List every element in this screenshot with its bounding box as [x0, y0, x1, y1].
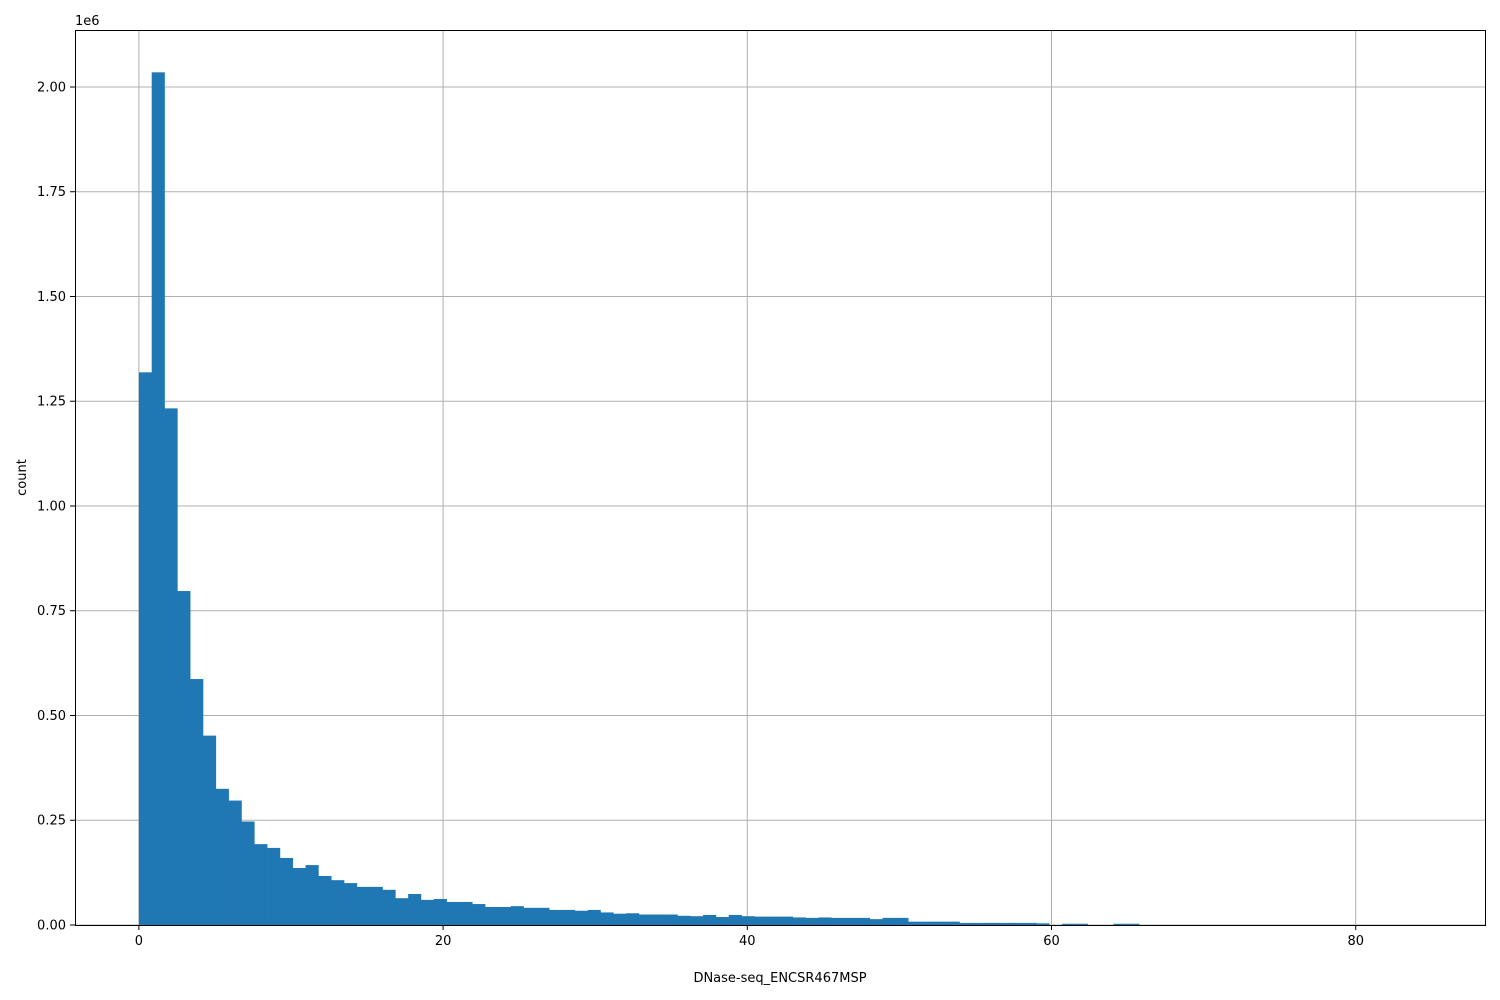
x-axis-label: DNase-seq_ENCSR467MSP [693, 971, 866, 986]
histogram-bar [908, 921, 922, 925]
y-axis-ticks: 0.00 0.25 0.50 0.75 1.00 1.25 1.50 1.75 2.00 [37, 80, 75, 934]
y-tick-label: 2.00 [37, 80, 66, 95]
histogram-bar [369, 886, 383, 925]
histogram-bar [497, 906, 512, 925]
histogram-bar [767, 916, 781, 925]
histogram-bar [997, 922, 1012, 925]
histogram-bar [1062, 923, 1076, 925]
histogram-bar [844, 917, 858, 925]
histogram-bar [420, 899, 435, 925]
histogram-bar [754, 916, 768, 925]
histogram-bar [805, 917, 819, 925]
histogram-bar [1023, 922, 1037, 925]
histogram-bar [138, 372, 153, 926]
histogram-bar [869, 919, 883, 925]
histogram-bar [395, 898, 409, 925]
histogram-bar [433, 899, 447, 925]
histogram-bar [459, 901, 473, 925]
histogram-bar [254, 844, 268, 925]
histogram-bar [818, 917, 832, 925]
histogram-bar [882, 917, 896, 925]
histogram-bar [626, 913, 640, 925]
y-tick-label: 1.75 [37, 185, 66, 200]
y-tick-label: 1.50 [37, 290, 66, 305]
histogram-bar [292, 868, 306, 925]
histogram-bar [985, 922, 999, 925]
histogram-bar [331, 880, 345, 925]
histogram-bar [356, 886, 370, 925]
histogram-bar [651, 914, 665, 925]
histogram-bar [587, 909, 601, 925]
histogram-bar [408, 893, 422, 925]
histogram-bars [138, 72, 1422, 926]
histogram-bar [485, 906, 499, 925]
y-tick-label: 0.75 [37, 604, 66, 619]
histogram-bar [510, 906, 524, 925]
histogram-bar [177, 591, 191, 925]
y-tick-label: 0.00 [37, 919, 66, 934]
histogram-bar [536, 907, 550, 925]
y-offset-text: 1e6 [75, 14, 100, 29]
histogram-bar [549, 909, 563, 925]
x-tick-label: 0 [135, 934, 143, 949]
x-tick-label: 20 [435, 934, 452, 949]
histogram-bar [895, 917, 909, 925]
histogram-bar [190, 679, 204, 925]
x-tick-label: 40 [739, 934, 756, 949]
histogram-bar [1036, 923, 1050, 925]
histogram-bar [562, 909, 576, 925]
histogram-bar [267, 847, 281, 925]
histogram-bar [1126, 923, 1140, 925]
axes-frame [75, 30, 1486, 926]
histogram-bar [241, 821, 255, 925]
histogram-bar [831, 917, 845, 925]
histogram-bar [933, 921, 947, 925]
x-axis-ticks: 0 20 40 60 80 [135, 925, 1364, 949]
y-tick-label: 0.25 [37, 814, 66, 829]
histogram-bar [600, 912, 614, 925]
grid-lines [75, 30, 1485, 926]
x-tick-label: 60 [1043, 934, 1060, 949]
histogram-bar [638, 914, 653, 925]
y-tick-label: 0.50 [37, 709, 66, 724]
histogram-bar [741, 916, 755, 925]
histogram-bar [382, 889, 396, 925]
histogram-bar [202, 735, 217, 925]
histogram-bar [1074, 923, 1089, 925]
x-tick-label: 80 [1347, 934, 1364, 949]
histogram-bar [574, 910, 588, 925]
histogram-bar [972, 922, 986, 925]
histogram-bar [1010, 922, 1024, 925]
histogram-bar [318, 875, 332, 925]
histogram-bar [164, 408, 178, 925]
histogram-bar [946, 921, 960, 925]
histogram-bar [472, 904, 486, 925]
histogram-bar [677, 915, 691, 925]
histogram-bar [279, 857, 294, 925]
histogram-bar [728, 914, 742, 925]
histogram-bar [664, 914, 678, 925]
histogram-bar [613, 913, 627, 925]
histogram-bar [215, 788, 229, 925]
plot-area [75, 30, 1485, 925]
histogram-bar [921, 921, 935, 925]
histogram-bar [228, 800, 242, 925]
y-tick-label: 1.00 [37, 499, 66, 514]
histogram-bar [446, 901, 460, 925]
histogram-bar [780, 916, 794, 925]
y-axis-label: count [15, 459, 30, 496]
histogram-bar [715, 917, 730, 925]
histogram-bar [959, 922, 973, 925]
histogram-bar [690, 916, 704, 925]
histogram-bar [703, 914, 717, 925]
histogram-bar [792, 917, 806, 925]
histogram-bar [344, 883, 358, 925]
histogram-bar [151, 72, 165, 925]
histogram-bar [856, 917, 871, 925]
histogram-bar [305, 865, 319, 925]
histogram-bar [523, 907, 537, 925]
y-tick-label: 1.25 [37, 395, 66, 410]
histogram-bar [1113, 923, 1127, 925]
